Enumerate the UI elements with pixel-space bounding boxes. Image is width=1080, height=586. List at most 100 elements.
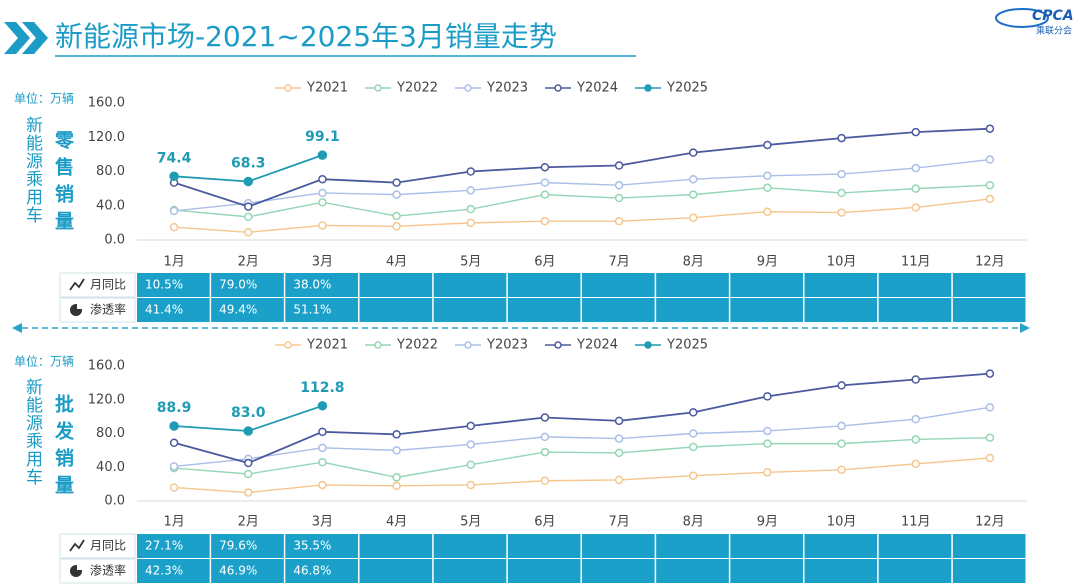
data-point bbox=[911, 127, 920, 137]
y-tick-label: 40.0 bbox=[96, 460, 125, 475]
table-cell bbox=[952, 534, 1026, 558]
table-row-label: 月同比 bbox=[90, 539, 126, 553]
legend-label: Y2025 bbox=[666, 338, 708, 353]
table-cell bbox=[804, 534, 878, 558]
y-tick-label: 120.0 bbox=[88, 392, 125, 407]
table-cell bbox=[804, 298, 878, 322]
logo-sub: 乘联分会 bbox=[1036, 25, 1072, 37]
data-point bbox=[244, 202, 253, 211]
table-value: 27.1% bbox=[145, 539, 183, 553]
legend-marker bbox=[464, 341, 472, 349]
data-point bbox=[318, 221, 327, 230]
data-point bbox=[985, 433, 995, 442]
table-cell bbox=[285, 298, 358, 322]
table-cell bbox=[137, 559, 210, 583]
table-cell bbox=[656, 534, 729, 558]
table-cell bbox=[433, 273, 507, 297]
table-cell bbox=[878, 534, 952, 558]
data-point bbox=[911, 375, 920, 384]
series-line bbox=[174, 437, 990, 479]
data-point bbox=[169, 421, 179, 431]
data-point bbox=[911, 184, 920, 193]
x-tick-label: 5月 bbox=[460, 255, 481, 270]
x-tick-label: 7月 bbox=[608, 255, 629, 270]
y-tick-label: 80.0 bbox=[96, 164, 125, 179]
series-line bbox=[174, 457, 990, 494]
x-tick-label: 9月 bbox=[757, 515, 778, 530]
table-label-cell bbox=[59, 558, 136, 584]
data-point bbox=[318, 443, 327, 453]
unit-label: 单位：万辆 bbox=[14, 91, 74, 106]
table-cell bbox=[730, 298, 803, 322]
x-tick-label: 10月 bbox=[827, 515, 857, 530]
legend-marker bbox=[374, 341, 382, 349]
data-point bbox=[318, 427, 327, 437]
x-tick-label: 3月 bbox=[312, 255, 333, 270]
data-point bbox=[540, 216, 550, 226]
data-point bbox=[985, 453, 995, 463]
data-point bbox=[837, 169, 846, 179]
divider-arrow bbox=[1020, 323, 1030, 333]
x-tick-label: 11月 bbox=[901, 255, 931, 270]
data-point bbox=[244, 458, 253, 468]
x-tick-label: 1月 bbox=[163, 515, 184, 530]
legend-label: Y2025 bbox=[666, 81, 708, 96]
table-value: 46.8% bbox=[293, 564, 331, 578]
table-cell bbox=[878, 559, 952, 583]
data-point bbox=[763, 171, 772, 181]
legend-marker bbox=[464, 84, 472, 92]
table-cell bbox=[804, 273, 878, 297]
table-value: 35.5% bbox=[293, 539, 331, 553]
data-point bbox=[911, 163, 920, 173]
x-tick-label: 6月 bbox=[534, 515, 555, 530]
data-point bbox=[911, 203, 920, 212]
table-cell bbox=[211, 534, 284, 558]
data-point bbox=[763, 140, 772, 150]
table-cell bbox=[878, 273, 952, 297]
table-cell bbox=[952, 298, 1026, 322]
data-point bbox=[318, 174, 327, 184]
data-point bbox=[466, 167, 475, 176]
data-point bbox=[689, 174, 698, 184]
chart-title: 批发销量 bbox=[52, 394, 74, 502]
series-line bbox=[174, 184, 990, 218]
data-point bbox=[466, 440, 475, 449]
legend-label: Y2022 bbox=[396, 338, 438, 353]
data-point bbox=[689, 408, 698, 417]
table-cell bbox=[433, 298, 507, 322]
y-tick-label: 80.0 bbox=[96, 426, 125, 441]
x-tick-label: 6月 bbox=[534, 255, 555, 270]
side-label: 新能源乘用车 bbox=[22, 116, 42, 224]
data-point bbox=[318, 457, 327, 467]
data-point bbox=[466, 204, 475, 214]
data-point bbox=[318, 198, 327, 207]
y-tick-label: 120.0 bbox=[88, 130, 125, 145]
data-point bbox=[244, 212, 253, 222]
table-cell bbox=[285, 273, 358, 297]
series-line bbox=[173, 372, 990, 464]
data-point bbox=[540, 178, 550, 187]
legend-marker bbox=[554, 341, 562, 349]
data-point bbox=[392, 473, 401, 482]
table-value: 49.4% bbox=[219, 303, 257, 317]
x-tick-label: 9月 bbox=[757, 255, 778, 270]
table-cell bbox=[582, 534, 655, 558]
data-point bbox=[985, 155, 995, 164]
y-tick-label: 40.0 bbox=[96, 198, 125, 213]
table-cell bbox=[507, 534, 581, 558]
data-point bbox=[614, 475, 624, 485]
x-tick-label: 11月 bbox=[901, 515, 931, 530]
data-point bbox=[763, 426, 772, 436]
legend-label: Y2023 bbox=[486, 81, 528, 96]
data-point bbox=[169, 171, 179, 182]
trend-icon bbox=[69, 278, 85, 291]
table-cell bbox=[359, 273, 433, 297]
table-cell bbox=[656, 298, 729, 322]
table-cell bbox=[730, 273, 803, 297]
data-point bbox=[540, 162, 550, 172]
data-point bbox=[763, 392, 772, 401]
table-cell bbox=[285, 559, 358, 583]
data-point bbox=[763, 207, 772, 216]
table-cell bbox=[137, 534, 210, 558]
